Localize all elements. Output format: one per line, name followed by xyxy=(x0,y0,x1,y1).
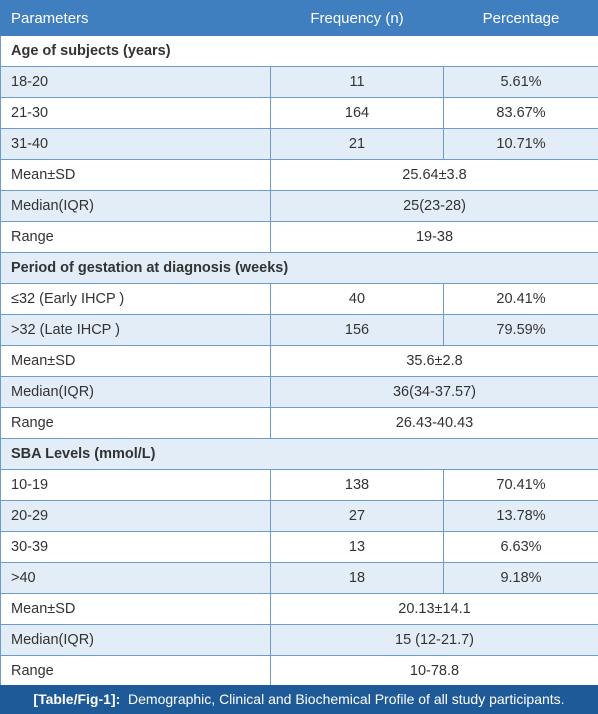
parameter-cell: >40 xyxy=(0,562,271,594)
percentage-cell: 5.61% xyxy=(443,66,598,98)
parameter-cell: Range xyxy=(0,655,271,687)
table-row: 20-29 27 13.78% xyxy=(0,500,598,532)
section-heading: Age of subjects (years) xyxy=(0,35,598,67)
frequency-cell: 138 xyxy=(270,469,444,501)
section-heading: SBA Levels (mmol/L) xyxy=(0,438,598,470)
header-cell: Parameters xyxy=(0,0,271,36)
table-row: Mean±SD 20.13±14.1 xyxy=(0,593,598,625)
table-row: 30-39 13 6.63% xyxy=(0,531,598,563)
percentage-cell: 13.78% xyxy=(443,500,598,532)
table-row: >40 18 9.18% xyxy=(0,562,598,594)
parameter-cell: 30-39 xyxy=(0,531,271,563)
header-row: Parameters Frequency (n) Percentage xyxy=(0,0,598,36)
table-body: Age of subjects (years) 18-20 11 5.61% 21-30… xyxy=(0,35,598,687)
header-cell: Frequency (n) xyxy=(270,0,444,36)
section-heading: Period of gestation at diagnosis (weeks) xyxy=(0,252,598,284)
frequency-cell: 21 xyxy=(270,128,444,160)
percentage-cell: 79.59% xyxy=(443,314,598,346)
parameter-cell: Median(IQR) xyxy=(0,376,271,408)
table-row: 18-20 11 5.61% xyxy=(0,66,598,98)
frequency-cell: 13 xyxy=(270,531,444,563)
table-row: Range 10-78.8 xyxy=(0,655,598,687)
table-row: Mean±SD 35.6±2.8 xyxy=(0,345,598,377)
parameter-cell: 31-40 xyxy=(0,128,271,160)
summary-cell: 26.43-40.43 xyxy=(270,407,598,439)
table-row: 21-30 164 83.67% xyxy=(0,97,598,129)
table-row: 31-40 21 10.71% xyxy=(0,128,598,160)
parameter-cell: Mean±SD xyxy=(0,593,271,625)
summary-cell: 35.6±2.8 xyxy=(270,345,598,377)
table-row: Period of gestation at diagnosis (weeks) xyxy=(0,252,598,284)
frequency-cell: 40 xyxy=(270,283,444,315)
parameter-cell: Median(IQR) xyxy=(0,190,271,222)
frequency-cell: 27 xyxy=(270,500,444,532)
table-row: Age of subjects (years) xyxy=(0,35,598,67)
parameter-cell: Range xyxy=(0,407,271,439)
table-row: 10-19 138 70.41% xyxy=(0,469,598,501)
parameter-cell: 18-20 xyxy=(0,66,271,98)
summary-cell: 25.64±3.8 xyxy=(270,159,598,191)
summary-cell: 25(23-28) xyxy=(270,190,598,222)
caption-text: Demographic, Clinical and Biochemical Pr… xyxy=(128,691,565,707)
table-row: >32 (Late IHCP ) 156 79.59% xyxy=(0,314,598,346)
parameter-cell: Median(IQR) xyxy=(0,624,271,656)
frequency-cell: 11 xyxy=(270,66,444,98)
parameter-cell: ≤32 (Early IHCP ) xyxy=(0,283,271,315)
summary-cell: 20.13±14.1 xyxy=(270,593,598,625)
summary-cell: 36(34-37.57) xyxy=(270,376,598,408)
frequency-cell: 164 xyxy=(270,97,444,129)
percentage-cell: 10.71% xyxy=(443,128,598,160)
caption: [Table/Fig-1]: Demographic, Clinical and… xyxy=(0,685,598,714)
parameter-cell: Mean±SD xyxy=(0,345,271,377)
summary-cell: 19-38 xyxy=(270,221,598,253)
summary-cell: 15 (12-21.7) xyxy=(270,624,598,656)
frequency-cell: 18 xyxy=(270,562,444,594)
parameter-cell: Range xyxy=(0,221,271,253)
parameter-cell: 20-29 xyxy=(0,500,271,532)
parameter-cell: 10-19 xyxy=(0,469,271,501)
table-row: Mean±SD 25.64±3.8 xyxy=(0,159,598,191)
table-row: Median(IQR) 36(34-37.57) xyxy=(0,376,598,408)
percentage-cell: 6.63% xyxy=(443,531,598,563)
parameter-cell: >32 (Late IHCP ) xyxy=(0,314,271,346)
caption-label: [Table/Fig-1]: xyxy=(33,691,121,707)
table-row: Range 26.43-40.43 xyxy=(0,407,598,439)
table-row: SBA Levels (mmol/L) xyxy=(0,438,598,470)
frequency-cell: 156 xyxy=(270,314,444,346)
percentage-cell: 70.41% xyxy=(443,469,598,501)
percentage-cell: 20.41% xyxy=(443,283,598,315)
parameter-cell: 21-30 xyxy=(0,97,271,129)
percentage-cell: 9.18% xyxy=(443,562,598,594)
parameter-cell: Mean±SD xyxy=(0,159,271,191)
table-row: Median(IQR) 15 (12-21.7) xyxy=(0,624,598,656)
table-row: Median(IQR) 25(23-28) xyxy=(0,190,598,222)
header-cell: Percentage xyxy=(443,0,598,36)
data-table: Parameters Frequency (n) Percentage Age … xyxy=(0,0,598,687)
percentage-cell: 83.67% xyxy=(443,97,598,129)
table-row: Range 19-38 xyxy=(0,221,598,253)
summary-cell: 10-78.8 xyxy=(270,655,598,687)
table-row: ≤32 (Early IHCP ) 40 20.41% xyxy=(0,283,598,315)
